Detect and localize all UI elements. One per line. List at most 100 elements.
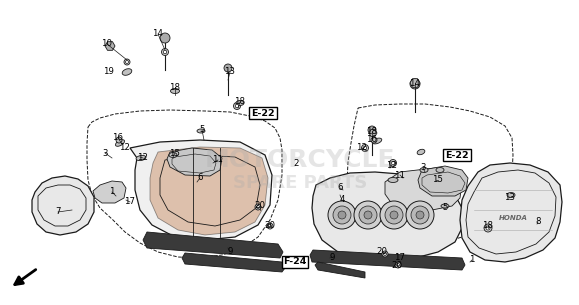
Circle shape <box>390 211 398 219</box>
Circle shape <box>411 206 429 224</box>
Text: 18: 18 <box>234 98 245 106</box>
Circle shape <box>380 201 408 229</box>
Text: 10: 10 <box>101 40 112 48</box>
Text: 17: 17 <box>394 253 405 263</box>
Text: 14: 14 <box>409 78 420 88</box>
Circle shape <box>126 60 129 63</box>
Text: 4: 4 <box>339 196 345 204</box>
Circle shape <box>163 50 167 54</box>
Circle shape <box>124 59 130 65</box>
Circle shape <box>391 161 395 165</box>
Text: SPARE PARTS: SPARE PARTS <box>233 174 367 192</box>
Text: E-22: E-22 <box>445 150 469 160</box>
Polygon shape <box>418 166 468 196</box>
Text: 13: 13 <box>225 67 236 77</box>
Circle shape <box>382 251 388 257</box>
Circle shape <box>390 160 397 167</box>
Text: 15: 15 <box>170 149 181 157</box>
Polygon shape <box>182 253 285 272</box>
Polygon shape <box>167 148 222 176</box>
Circle shape <box>233 102 240 109</box>
Ellipse shape <box>388 178 398 182</box>
Circle shape <box>368 126 376 134</box>
Text: 14: 14 <box>152 30 163 38</box>
Text: 6: 6 <box>337 184 343 192</box>
Circle shape <box>224 64 232 72</box>
Polygon shape <box>310 250 465 270</box>
Circle shape <box>383 253 387 256</box>
Text: 18: 18 <box>170 82 181 92</box>
Circle shape <box>397 264 400 267</box>
Text: 2: 2 <box>293 160 299 168</box>
Text: 12: 12 <box>137 153 148 163</box>
Polygon shape <box>385 168 462 210</box>
Text: 13: 13 <box>504 192 515 202</box>
Text: HONDA: HONDA <box>499 215 527 221</box>
Ellipse shape <box>371 137 377 143</box>
Text: 6: 6 <box>197 174 203 182</box>
Polygon shape <box>105 42 115 50</box>
Text: 3: 3 <box>420 163 426 173</box>
Ellipse shape <box>115 140 124 146</box>
Text: 12: 12 <box>119 143 130 152</box>
Polygon shape <box>143 232 283 258</box>
Text: 15: 15 <box>433 175 444 185</box>
Ellipse shape <box>441 204 449 208</box>
Text: 12: 12 <box>357 143 368 152</box>
Polygon shape <box>93 181 126 203</box>
Circle shape <box>385 206 403 224</box>
Polygon shape <box>369 130 377 136</box>
Ellipse shape <box>436 167 444 173</box>
Polygon shape <box>312 172 462 262</box>
Circle shape <box>338 211 346 219</box>
Polygon shape <box>315 262 365 278</box>
Circle shape <box>410 79 420 89</box>
Circle shape <box>406 201 434 229</box>
Text: 5: 5 <box>199 125 205 135</box>
Circle shape <box>256 206 259 209</box>
Circle shape <box>363 146 367 150</box>
Polygon shape <box>130 140 272 240</box>
Circle shape <box>364 211 372 219</box>
Ellipse shape <box>372 138 382 144</box>
Ellipse shape <box>420 167 428 173</box>
Ellipse shape <box>136 155 146 161</box>
Circle shape <box>328 201 356 229</box>
Text: F-24: F-24 <box>283 257 307 267</box>
Circle shape <box>486 226 490 230</box>
Text: 17: 17 <box>124 198 135 206</box>
Circle shape <box>162 48 168 56</box>
Text: MOTORCYCLE: MOTORCYCLE <box>205 148 395 172</box>
Text: 18: 18 <box>482 221 493 231</box>
Ellipse shape <box>122 69 132 75</box>
Circle shape <box>333 206 351 224</box>
Ellipse shape <box>170 88 179 94</box>
Circle shape <box>484 224 492 232</box>
Circle shape <box>395 262 401 268</box>
Polygon shape <box>32 176 94 235</box>
Text: 16: 16 <box>367 135 378 145</box>
Text: 9: 9 <box>228 247 233 257</box>
Circle shape <box>269 224 272 228</box>
Ellipse shape <box>197 129 205 133</box>
Ellipse shape <box>116 137 122 143</box>
Text: 8: 8 <box>535 217 541 227</box>
Text: 9: 9 <box>329 253 335 261</box>
Text: 20: 20 <box>265 221 276 231</box>
Circle shape <box>160 33 170 43</box>
Text: 11: 11 <box>212 156 223 164</box>
Ellipse shape <box>507 192 515 198</box>
Ellipse shape <box>236 101 244 106</box>
Text: 20: 20 <box>376 247 387 257</box>
Polygon shape <box>150 147 268 235</box>
Polygon shape <box>460 163 562 262</box>
Text: 5: 5 <box>442 203 448 213</box>
Circle shape <box>267 223 273 229</box>
Text: 7: 7 <box>55 207 61 217</box>
Text: E-22: E-22 <box>251 109 275 117</box>
Text: 19: 19 <box>102 67 113 77</box>
Circle shape <box>416 211 424 219</box>
Text: 1: 1 <box>469 256 475 264</box>
Text: 12: 12 <box>387 160 398 170</box>
Text: 20: 20 <box>255 202 266 210</box>
